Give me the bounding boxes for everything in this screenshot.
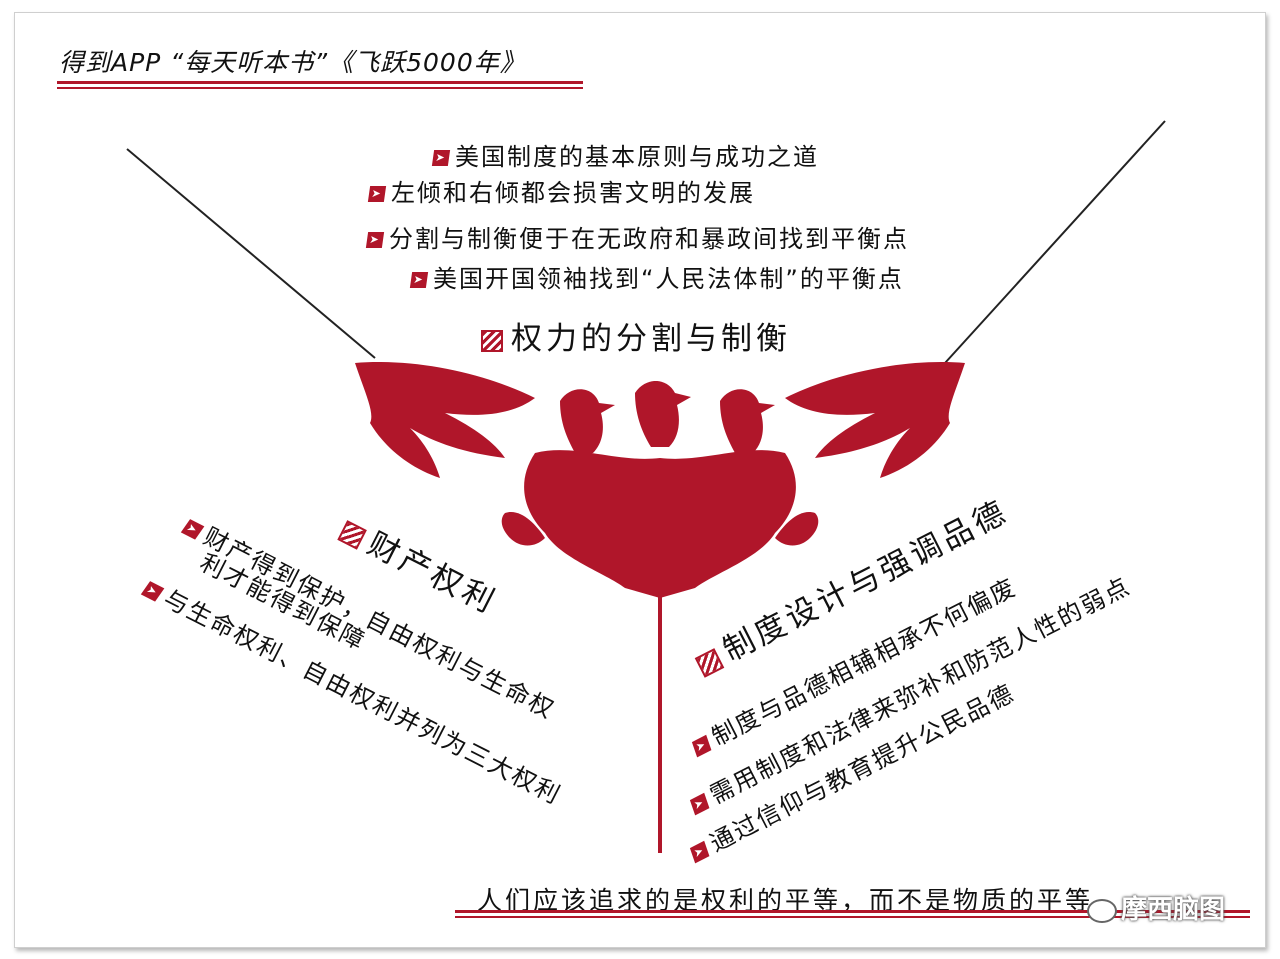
arrow-bullet-icon: ➤ (409, 272, 429, 288)
top-item-3: ➤ 分割与制衡便于在无政府和暴政间找到平衡点 (365, 219, 909, 254)
page-title: 得到APP “每天听本书”《飞跃5000年》 (59, 48, 526, 77)
arrow-bullet-icon: ➤ (365, 232, 385, 248)
mind-map-page: 得到APP “每天听本书”《飞跃5000年》 ➤ 美国制度的基本原则与成功之道 ➤… (14, 12, 1266, 948)
watermark: 摩西脑图 (1087, 889, 1225, 926)
top-right-branch-line (944, 120, 1166, 364)
header-underline (57, 81, 583, 84)
footer-underline (455, 910, 1250, 913)
double-eagle-emblem-icon (355, 362, 965, 598)
arrow-bullet-icon: ➤ (367, 186, 387, 202)
hatched-square-icon (481, 329, 503, 352)
footer-underline-thin (455, 916, 1250, 918)
top-item-4: ➤ 美国开国领袖找到“人民法体制”的平衡点 (409, 259, 904, 294)
top-left-branch-line (126, 148, 376, 359)
chat-bubble-icon (1087, 898, 1117, 923)
header-underline-thin (57, 87, 583, 89)
top-branch-heading: 权力的分割与制衡 (481, 313, 791, 358)
top-item-2: ➤ 左倾和右倾都会损害文明的发展 (367, 173, 755, 208)
branch-lines (126, 120, 1166, 853)
arrow-bullet-icon: ➤ (431, 150, 451, 166)
top-item-1: ➤ 美国制度的基本原则与成功之道 (431, 137, 819, 172)
